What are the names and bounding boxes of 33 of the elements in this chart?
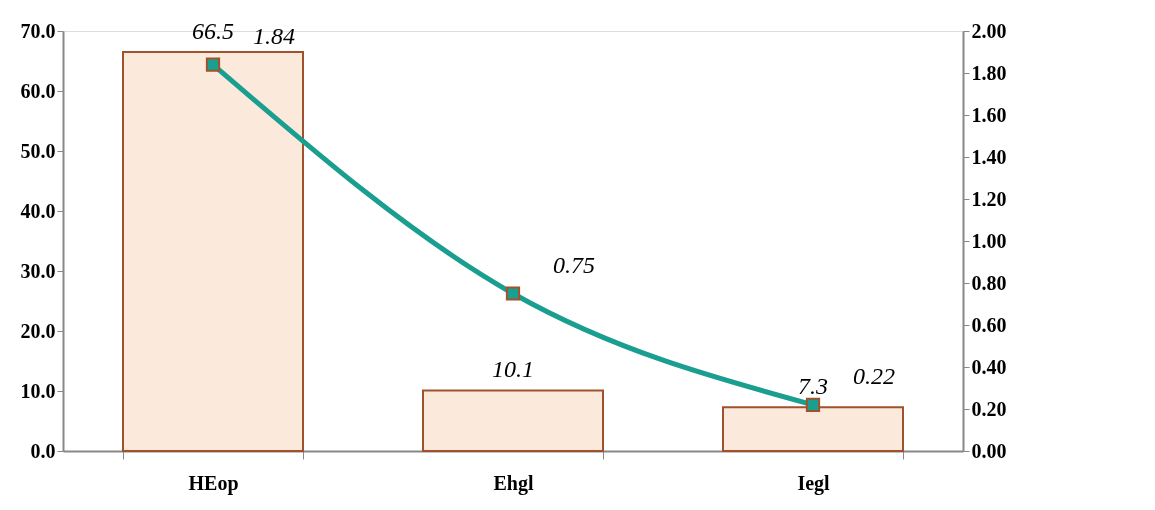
y2-tick-label: 0.60 — [971, 313, 1007, 336]
y2-tick-label: 0.00 — [971, 439, 1007, 462]
x-tick-label: Ehgl — [493, 471, 534, 495]
data-label: 0.22 — [853, 362, 895, 389]
bar — [422, 389, 604, 452]
y-tick-label: 10.0 — [20, 379, 56, 402]
y-tick-label: 30.0 — [20, 259, 56, 282]
y2-tick-label: 0.20 — [971, 397, 1007, 420]
data-label: 1.84 — [253, 22, 295, 49]
x-tick-label: HEop — [188, 471, 239, 495]
y2-tick-label: 1.00 — [971, 229, 1007, 252]
data-label: 7.3 — [798, 373, 828, 400]
y-tick-label: 50.0 — [20, 139, 56, 162]
point — [805, 397, 821, 412]
y-tick-label: 0.0 — [30, 439, 56, 462]
y-tick-label: 60.0 — [20, 79, 56, 102]
y2-tick-label: 1.80 — [971, 61, 1007, 84]
y2-tick-label: 1.40 — [971, 145, 1007, 168]
y-tick-label: 20.0 — [20, 319, 56, 342]
data-label: 66.5 — [192, 18, 234, 44]
y2-tick-label: 2.00 — [971, 19, 1007, 42]
data-label: 10.1 — [492, 356, 534, 383]
x-tick-label: Iegl — [797, 471, 831, 495]
data-label: 0.75 — [553, 251, 595, 278]
point — [205, 57, 221, 72]
y2-tick-label: 0.80 — [971, 271, 1007, 294]
point — [505, 286, 521, 301]
y-tick-label: 40.0 — [20, 199, 56, 222]
y2-tick-label: 0.40 — [971, 355, 1007, 378]
y-tick-label: 70.0 — [20, 19, 56, 42]
y2-tick-label: 1.60 — [971, 103, 1007, 126]
y2-tick-label: 1.20 — [971, 187, 1007, 210]
bar — [122, 51, 304, 452]
